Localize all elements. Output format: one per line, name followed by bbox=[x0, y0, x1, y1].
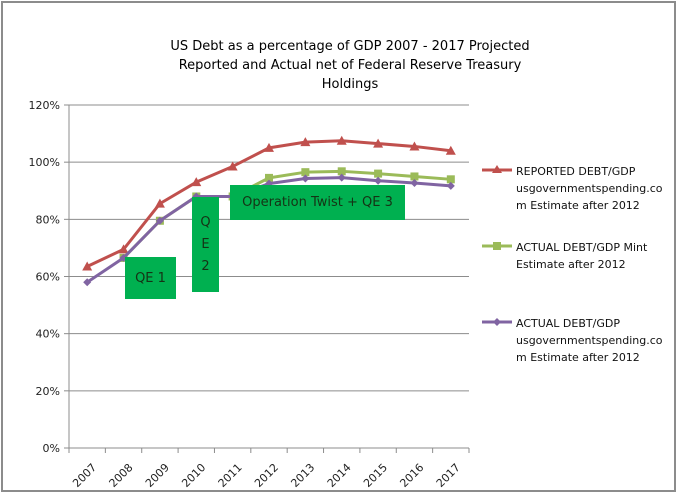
data-point bbox=[410, 172, 419, 181]
legend-label-actual-mint-line-2: Estimate after 2012 bbox=[516, 258, 626, 271]
data-point bbox=[155, 216, 164, 225]
data-point bbox=[300, 137, 311, 147]
chart-title-line-1: US Debt as a percentage of GDP 2007 - 20… bbox=[170, 39, 530, 54]
annotation-qe1: QE 1 bbox=[125, 257, 176, 299]
x-tick-label: 2011 bbox=[216, 461, 245, 490]
series-group bbox=[82, 135, 456, 287]
chart-title: US Debt as a percentage of GDP 2007 - 20… bbox=[150, 37, 550, 94]
legend-label-actual-mint-line-1: ACTUAL DEBT/GDP Mint bbox=[516, 241, 648, 254]
legend-label-reported-line-2: usgovernmentspending.co bbox=[516, 182, 663, 195]
y-tick-label: 0% bbox=[43, 442, 60, 455]
x-tick-label: 2016 bbox=[397, 461, 426, 490]
legend-label-reported-line-1: REPORTED DEBT/GDP bbox=[516, 165, 636, 178]
x-tick-label: 2008 bbox=[107, 461, 136, 490]
x-axis-ticks: 2007 2008 2009 2010 2011 2012 2013 2014 2015 2016… bbox=[68, 448, 470, 490]
legend-label-reported: REPORTED DEBT/GDP usgovernmentspending.c… bbox=[516, 163, 666, 214]
y-tick-label: 120% bbox=[29, 99, 60, 112]
data-point bbox=[337, 173, 346, 182]
data-point bbox=[410, 179, 419, 188]
y-tick-label: 60% bbox=[36, 271, 60, 284]
y-tick-label: 80% bbox=[36, 213, 60, 226]
legend-label-reported-line-3: m Estimate after 2012 bbox=[516, 199, 640, 212]
data-point bbox=[264, 142, 274, 152]
y-axis-ticks: 0% 20% 40% 60% 80% 100% 120% bbox=[29, 99, 69, 455]
data-point bbox=[83, 278, 92, 287]
x-tick-label: 2014 bbox=[325, 461, 354, 490]
data-point bbox=[374, 169, 383, 178]
legend-label-actual-usgov-line-1: ACTUAL DEBT/GDP bbox=[516, 317, 620, 330]
legend-label-actual-usgov-line-3: m Estimate after 2012 bbox=[516, 351, 640, 364]
x-tick-label: 2007 bbox=[70, 461, 99, 490]
legend-swatch-actual-usgov bbox=[482, 318, 512, 326]
data-point bbox=[118, 244, 129, 254]
y-tick-label: 40% bbox=[36, 328, 60, 341]
x-tick-label: 2012 bbox=[252, 461, 281, 490]
data-point bbox=[445, 145, 456, 155]
data-point bbox=[265, 173, 273, 182]
legend-swatch-reported bbox=[482, 165, 512, 173]
data-point bbox=[446, 181, 455, 190]
series-0 bbox=[82, 135, 456, 271]
x-tick-label: 2017 bbox=[434, 461, 463, 490]
legend-label-actual-usgov: ACTUAL DEBT/GDP usgovernmentspending.co … bbox=[516, 315, 666, 366]
data-point bbox=[227, 161, 238, 171]
x-tick-label: 2013 bbox=[288, 461, 317, 490]
chart-title-line-2: Reported and Actual net of Federal Reser… bbox=[178, 58, 522, 92]
data-point bbox=[446, 175, 455, 184]
data-point bbox=[337, 167, 346, 176]
annotation-qe2-line-1: Q bbox=[200, 214, 211, 230]
data-point bbox=[373, 138, 384, 148]
y-tick-label: 100% bbox=[29, 156, 60, 169]
legend-label-actual-usgov-line-2: usgovernmentspending.co bbox=[516, 334, 663, 347]
data-point bbox=[336, 135, 347, 145]
annotation-qe2-line-3: 2 bbox=[201, 258, 210, 274]
annotation-qe2: Q E 2 bbox=[192, 197, 219, 292]
legend-swatch-actual-mint bbox=[482, 242, 512, 250]
legend-label-actual-mint: ACTUAL DEBT/GDP Mint Estimate after 2012 bbox=[516, 239, 666, 273]
data-point bbox=[191, 177, 202, 187]
data-point bbox=[82, 261, 93, 271]
x-tick-label: 2015 bbox=[361, 461, 390, 490]
data-point bbox=[154, 198, 165, 208]
data-point bbox=[301, 168, 310, 177]
y-tick-label: 20% bbox=[36, 385, 60, 398]
data-point bbox=[301, 174, 310, 183]
data-point bbox=[409, 141, 420, 151]
annotation-operation-twist-label: Operation Twist + QE 3 bbox=[242, 195, 393, 210]
annotation-qe1-label: QE 1 bbox=[135, 270, 166, 286]
data-point bbox=[374, 176, 383, 185]
x-tick-label: 2010 bbox=[179, 461, 208, 490]
x-tick-label: 2009 bbox=[143, 461, 172, 490]
annotation-qe2-line-2: E bbox=[201, 236, 210, 252]
annotation-operation-twist: Operation Twist + QE 3 bbox=[230, 185, 405, 220]
